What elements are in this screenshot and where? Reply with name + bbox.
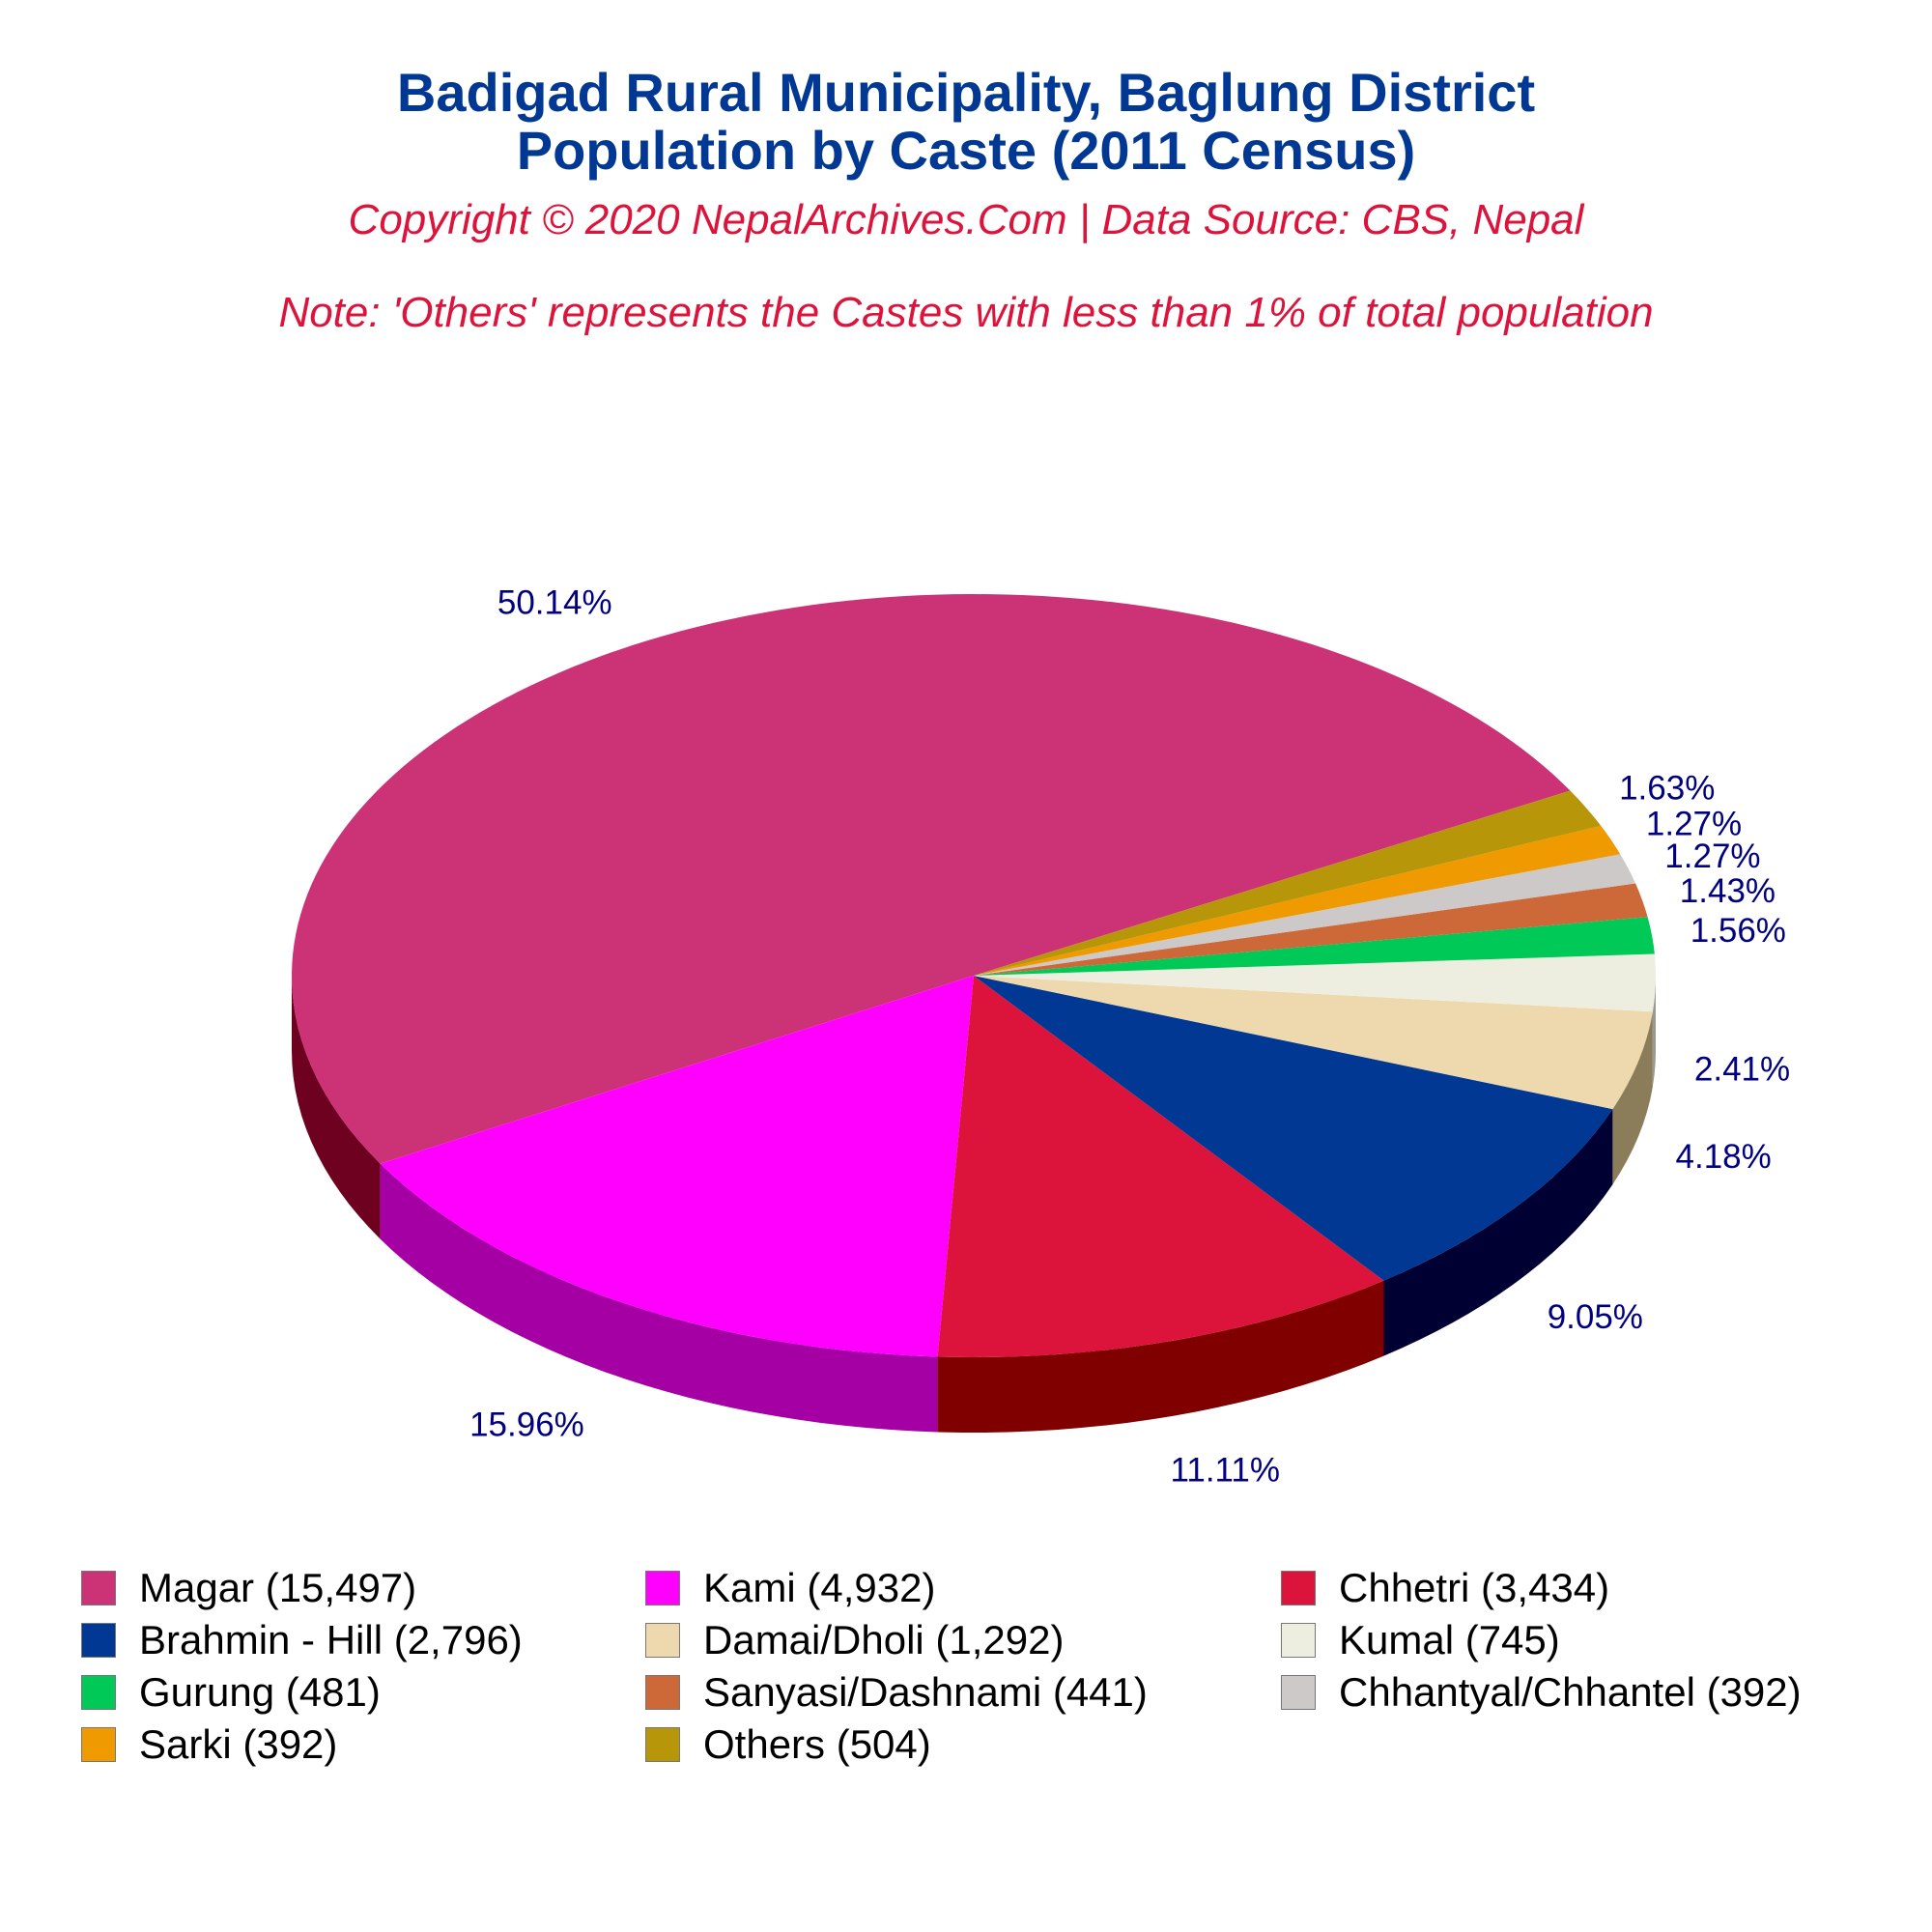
chart-subtitle: Copyright © 2020 NepalArchives.Com | Dat… [348, 196, 1584, 243]
percent-label-chhantyal-chhantel: 1.27% [1664, 838, 1760, 875]
legend-label: Brahmin - Hill (2,796) [139, 1617, 523, 1662]
pie-slice-gurung [974, 917, 1655, 976]
chart-title-line-2: Population by Caste (2011 Census) [516, 120, 1416, 181]
legend-item: Chhetri (3,434) [1281, 1563, 1609, 1613]
legend-swatch [645, 1675, 680, 1710]
percent-label-damai-dholi: 4.18% [1676, 1138, 1772, 1176]
legend-swatch [81, 1675, 116, 1710]
legend-swatch [1281, 1675, 1316, 1710]
legend-item: Chhantyal/Chhantel (392) [1281, 1667, 1802, 1718]
legend-item: Gurung (481) [81, 1667, 381, 1718]
pie-side-magar [292, 976, 381, 1239]
legend-swatch [1281, 1571, 1316, 1605]
pie-slice-chhetri [937, 976, 1384, 1357]
pie-side-kami [380, 1163, 938, 1433]
pie-slice-kami [380, 976, 975, 1357]
legend-label: Chhetri (3,434) [1339, 1565, 1610, 1610]
legend-label: Kami (4,932) [703, 1565, 936, 1610]
legend-swatch [645, 1727, 680, 1762]
legend-swatch [645, 1571, 680, 1605]
percent-label-kumal: 2.41% [1694, 1050, 1790, 1088]
percent-label-chhetri: 11.11% [1171, 1452, 1281, 1490]
pie-slice-damai-dholi [974, 976, 1653, 1110]
legend-swatch [81, 1571, 116, 1605]
pie-side-damai-dholi [1612, 1011, 1653, 1185]
pie-side-brahmin-hill [1383, 1109, 1613, 1356]
legend-item: Kumal (745) [1281, 1615, 1560, 1665]
legend-label: Gurung (481) [139, 1669, 381, 1715]
legend-item: Damai/Dholi (1,292) [645, 1615, 1065, 1665]
legend-item: Magar (15,497) [81, 1563, 416, 1613]
pie-slice-brahmin-hill [974, 976, 1613, 1281]
chart-note: Note: 'Others' represents the Castes wit… [278, 289, 1654, 336]
legend-swatch [1281, 1623, 1316, 1658]
legend-item: Brahmin - Hill (2,796) [81, 1615, 523, 1665]
legend-item: Kami (4,932) [645, 1563, 935, 1613]
percent-label-others: 1.63% [1619, 769, 1715, 807]
pie-slice-sarki [974, 825, 1621, 976]
legend-item: Sanyasi/Dashnami (441) [645, 1667, 1148, 1718]
legend-label: Sanyasi/Dashnami (441) [703, 1669, 1148, 1715]
pie-side-chhetri [937, 1280, 1384, 1433]
pie-slice-sanyasi-dashnami [974, 883, 1648, 976]
percent-label-gurung: 1.56% [1690, 912, 1786, 950]
legend-label: Chhantyal/Chhantel (392) [1339, 1669, 1802, 1715]
legend-label: Magar (15,497) [139, 1565, 417, 1610]
legend-swatch [81, 1623, 116, 1658]
legend-swatch [645, 1623, 680, 1658]
legend-label: Others (504) [703, 1721, 931, 1767]
pie-slice-others [974, 790, 1602, 976]
pie-slice-chhantyal-chhantel [974, 854, 1636, 976]
legend-item: Sarki (392) [81, 1719, 337, 1770]
legend-label: Kumal (745) [1339, 1617, 1560, 1662]
legend-swatch [81, 1727, 116, 1762]
percent-label-brahmin-hill: 9.05% [1548, 1298, 1643, 1336]
chart-title-line-1: Badigad Rural Municipality, Baglung Dist… [396, 62, 1536, 123]
pie-slice-magar [292, 594, 1571, 1164]
percent-label-sanyasi-dashnami: 1.43% [1680, 872, 1776, 910]
percent-label-sarki: 1.27% [1646, 805, 1742, 842]
pie-side-kumal [1652, 976, 1656, 1088]
legend-label: Damai/Dholi (1,292) [703, 1617, 1065, 1662]
legend-label: Sarki (392) [139, 1721, 338, 1767]
percent-label-kami: 15.96% [469, 1406, 584, 1444]
legend-item: Others (504) [645, 1719, 931, 1770]
percent-label-magar: 50.14% [497, 584, 612, 622]
pie-slice-kumal [974, 953, 1656, 1012]
